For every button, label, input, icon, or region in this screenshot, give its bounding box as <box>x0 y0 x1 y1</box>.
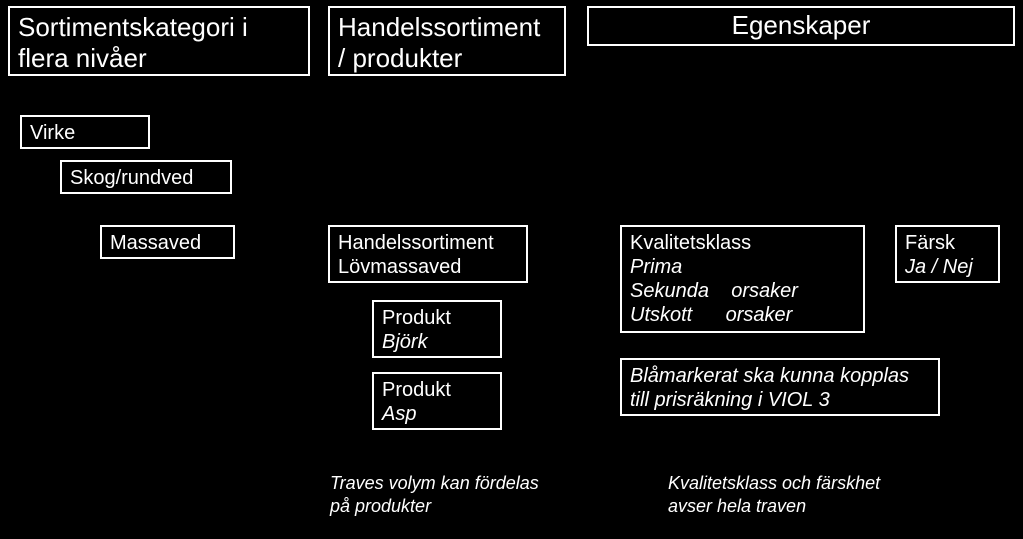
p2-value: Asp <box>382 403 416 425</box>
node-handelssortiment: Handelssortiment Lövmassaved <box>328 225 528 283</box>
note-l1: Blåmarkerat ska kunna kopplas <box>630 365 909 387</box>
farsk-value: Ja / Nej <box>905 256 973 278</box>
caption-col2: Traves volym kan fördelas på produkter <box>330 472 539 517</box>
header-col2: Handelssortiment / produkter <box>328 6 566 76</box>
header-col1: Sortimentskategori i flera nivåer <box>8 6 310 76</box>
node-skog-text: Skog/rundved <box>70 167 193 189</box>
p1-value: Björk <box>382 331 428 353</box>
header-col1-l2: flera nivåer <box>18 43 147 73</box>
header-col1-l1: Sortimentskategori i <box>18 12 248 42</box>
farsk-label: Färsk <box>905 232 955 254</box>
header-col2-l2: / produkter <box>338 43 462 73</box>
kval-title: Kvalitetsklass <box>630 232 751 254</box>
node-note: Blåmarkerat ska kunna kopplas till prisr… <box>620 358 940 416</box>
node-massaved-text: Massaved <box>110 232 201 254</box>
header-col2-l1: Handelssortiment <box>338 12 540 42</box>
hs-l1: Handelssortiment <box>338 232 494 254</box>
node-virke-text: Virke <box>30 122 75 144</box>
kval-r1: Prima <box>630 256 682 278</box>
caption-col3: Kvalitetsklass och färskhet avser hela t… <box>668 472 880 517</box>
kval-r3: Utskott orsaker <box>630 304 792 326</box>
node-produkt-bjork: Produkt Björk <box>372 300 502 358</box>
node-massaved: Massaved <box>100 225 235 259</box>
note-l2: till prisräkning i VIOL 3 <box>630 389 830 411</box>
p1-label: Produkt <box>382 307 451 329</box>
p2-label: Produkt <box>382 379 451 401</box>
node-virke: Virke <box>20 115 150 149</box>
header-col3-text: Egenskaper <box>732 10 871 40</box>
hs-l2: Lövmassaved <box>338 256 461 278</box>
node-skog: Skog/rundved <box>60 160 232 194</box>
node-kvalitetsklass: Kvalitetsklass Prima Sekunda orsaker Uts… <box>620 225 865 333</box>
kval-r2: Sekunda orsaker <box>630 280 798 302</box>
header-col3: Egenskaper <box>587 6 1015 46</box>
node-produkt-asp: Produkt Asp <box>372 372 502 430</box>
node-farsk: Färsk Ja / Nej <box>895 225 1000 283</box>
